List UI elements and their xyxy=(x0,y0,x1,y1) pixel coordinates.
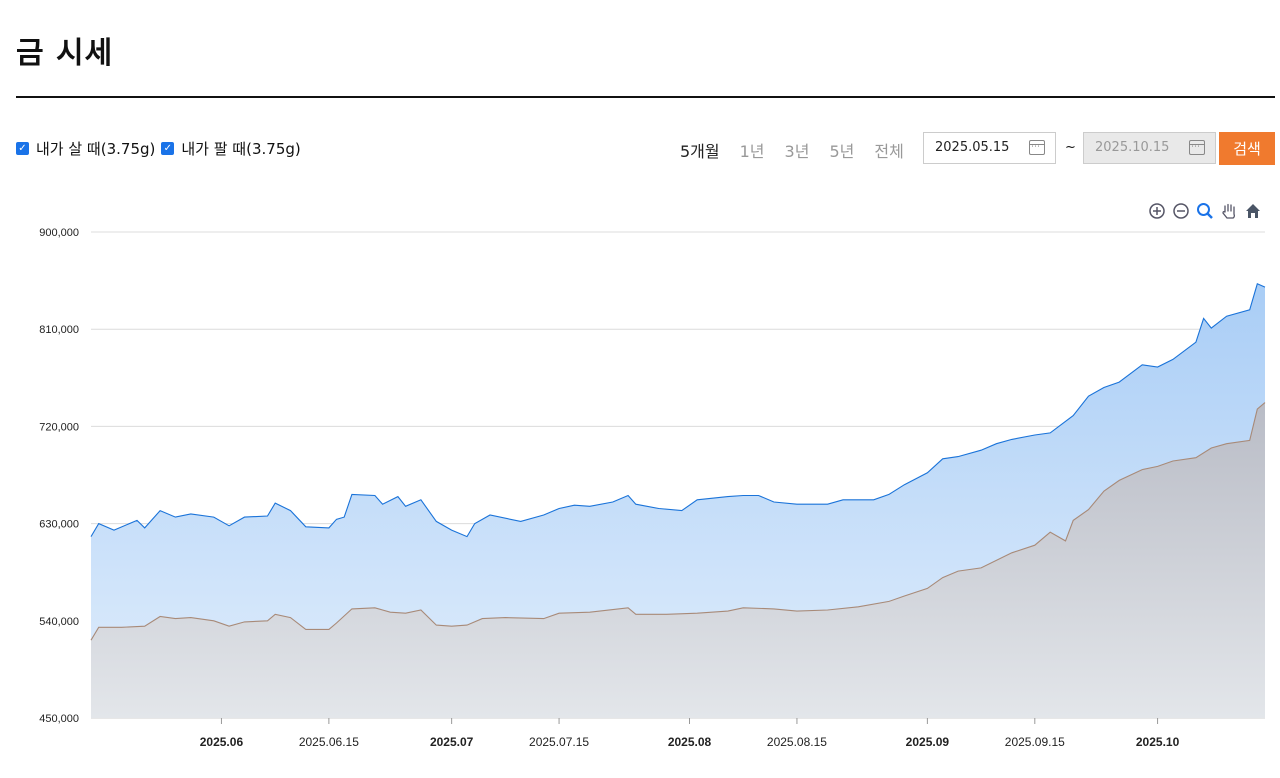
x-tick-label: 2025.09.15 xyxy=(1005,735,1065,749)
y-tick-label: 900,000 xyxy=(39,227,79,239)
start-date-field[interactable]: 2025.05.15 xyxy=(923,132,1056,164)
y-tick-label: 450,000 xyxy=(39,713,79,725)
pan-hand-icon[interactable] xyxy=(1220,202,1238,220)
series-toggles: ✓ 내가 살 때(3.75g) ✓ 내가 팔 때(3.75g) xyxy=(16,138,307,159)
zoom-in-icon[interactable] xyxy=(1148,202,1166,220)
x-tick-label: 2025.07.15 xyxy=(529,735,589,749)
sell-label: 내가 팔 때(3.75g) xyxy=(181,140,301,158)
calendar-icon[interactable] xyxy=(1029,140,1045,155)
x-tick-label: 2025.06 xyxy=(200,735,244,749)
period-5months[interactable]: 5개월 xyxy=(680,142,720,161)
period-all[interactable]: 전체 xyxy=(874,142,904,161)
y-tick-label: 810,000 xyxy=(39,324,79,336)
end-date-value: 2025.10.15 xyxy=(1095,140,1170,155)
buy-series-line[interactable] xyxy=(90,283,1266,538)
x-tick-label: 2025.06.15 xyxy=(299,735,359,749)
period-1year[interactable]: 1년 xyxy=(739,142,765,161)
page-title: 금 시세 xyxy=(16,36,114,71)
sell-checkbox[interactable]: ✓ xyxy=(161,142,175,155)
x-tick-label: 2025.10 xyxy=(1136,735,1180,749)
y-tick-label: 630,000 xyxy=(39,519,79,531)
buy-checkbox[interactable]: ✓ xyxy=(16,142,29,155)
calendar-icon[interactable] xyxy=(1189,140,1205,155)
search-button[interactable]: 검색 xyxy=(1219,132,1275,165)
end-date-field[interactable]: 2025.10.15 xyxy=(1083,132,1216,164)
date-separator: ~ xyxy=(1065,140,1076,155)
zoom-out-icon[interactable] xyxy=(1172,202,1190,220)
period-tabs: 5개월 1년 3년 5년 전체 xyxy=(680,138,924,162)
period-3years[interactable]: 3년 xyxy=(784,142,810,161)
sell-toggle[interactable]: ✓ 내가 팔 때(3.75g) xyxy=(161,138,301,159)
gold-price-chart: 900,000 810,000 720,000 630,000 540,000 450,0… xyxy=(39,227,1266,749)
home-icon[interactable] xyxy=(1244,202,1262,220)
sell-series-line[interactable] xyxy=(90,402,1266,641)
start-date-value: 2025.05.15 xyxy=(935,140,1010,155)
x-tick-label: 2025.08.15 xyxy=(767,735,827,749)
x-tick-label: 2025.09 xyxy=(906,735,950,749)
period-5years[interactable]: 5년 xyxy=(829,142,855,161)
y-axis: 900,000 810,000 720,000 630,000 540,000 450,0… xyxy=(39,227,79,725)
buy-label: 내가 살 때(3.75g) xyxy=(36,140,156,158)
series-areas xyxy=(90,283,1266,718)
y-tick-label: 720,000 xyxy=(39,421,79,433)
x-axis: 2025.06 2025.06.15 2025.07 2025.07.15 2025.0… xyxy=(200,718,1180,749)
x-tick-label: 2025.08 xyxy=(668,735,712,749)
buy-toggle[interactable]: ✓ 내가 살 때(3.75g) xyxy=(16,138,155,159)
sell-series-area xyxy=(91,402,1265,718)
y-tick-label: 540,000 xyxy=(39,616,79,628)
title-divider xyxy=(16,96,1275,98)
chart-toolbar xyxy=(1148,202,1268,220)
magnifier-icon[interactable] xyxy=(1196,202,1214,220)
x-tick-label: 2025.07 xyxy=(430,735,474,749)
